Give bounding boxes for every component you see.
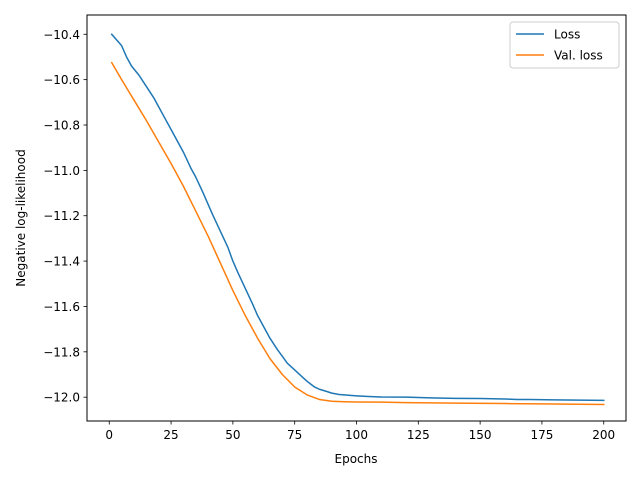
y-tick-label: −10.6 (43, 73, 80, 87)
x-tick-label: 100 (345, 428, 368, 442)
y-tick-label: −11.0 (43, 164, 80, 178)
y-tick-label: −11.6 (43, 300, 80, 314)
x-tick-label: 0 (105, 428, 113, 442)
y-tick-label: −12.0 (43, 391, 80, 405)
series-line-val-loss (110, 61, 605, 406)
x-tick-label: 200 (592, 428, 615, 442)
y-tick-label: −11.2 (43, 209, 80, 223)
y-axis-label: Negative log-likelihood (14, 149, 28, 286)
series-line-loss (110, 33, 605, 402)
x-tick-label: 125 (407, 428, 430, 442)
y-tick-label: −11.8 (43, 345, 80, 359)
x-tick-label: 175 (530, 428, 553, 442)
y-tick-label: −10.8 (43, 119, 80, 133)
y-tick-label: −10.4 (43, 28, 80, 42)
x-tick-label: 25 (163, 428, 178, 442)
legend: Loss Val. loss (509, 21, 620, 69)
legend-label: Loss (554, 28, 580, 42)
x-tick-label: 150 (469, 428, 492, 442)
y-tick-label: −11.4 (43, 255, 80, 269)
x-axis-label: Epochs (335, 452, 378, 466)
y-axis-ticks: −10.4 −10.6 −10.8 −11.0 −11.2 −11.4 −11.6 −11.8… (43, 28, 87, 405)
series-lines (110, 33, 605, 406)
x-tick-label: 75 (287, 428, 302, 442)
legend-label: Val. loss (554, 49, 603, 63)
x-tick-label: 50 (225, 428, 240, 442)
x-axis-ticks: 0 25 50 75 100 125 150 175 200 (105, 421, 615, 442)
